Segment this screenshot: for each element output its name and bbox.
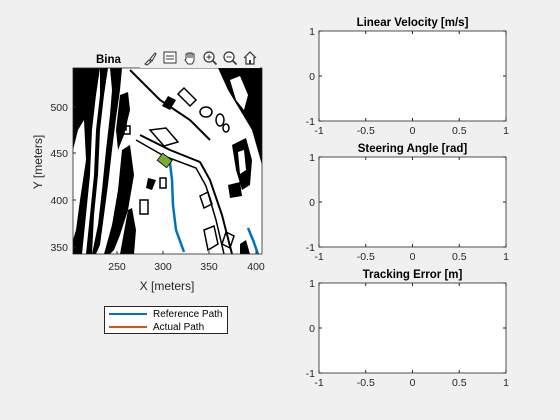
map-ytick-label: 450 xyxy=(50,148,68,160)
legend-swatch-reference xyxy=(109,312,147,316)
x-tick-label: -1 xyxy=(314,251,323,263)
datatip-icon xyxy=(163,51,177,64)
y-tick-label: 0 xyxy=(309,71,315,83)
legend-label: Reference Path xyxy=(153,308,223,320)
tracking-error-axes[interactable]: Tracking Error [m] -1 -0.5 0 0.5 1 1 0 -1 xyxy=(306,269,509,389)
pan-button[interactable] xyxy=(180,48,200,68)
map-ytick-label: 500 xyxy=(50,102,68,114)
legend-label: Actual Path xyxy=(153,321,205,333)
tracking-error-plot-area xyxy=(318,282,507,374)
y-tick-label: 1 xyxy=(309,152,315,164)
zoom-out-icon xyxy=(223,51,238,66)
linear-velocity-title: Linear Velocity [m/s] xyxy=(357,17,469,29)
y-tick-label: -1 xyxy=(306,242,315,254)
zoom-in-button[interactable] xyxy=(200,48,220,68)
reference-path-segment xyxy=(246,227,260,254)
map-y-ticks: 500 450 400 350 xyxy=(50,102,76,254)
occupancy-map xyxy=(73,68,262,254)
x-tick-label: 1 xyxy=(503,251,509,263)
map-ytick-label: 400 xyxy=(50,195,68,207)
map-xtick-label: 300 xyxy=(154,261,172,273)
map-title: Bina xyxy=(96,54,122,66)
y-tick-label: -1 xyxy=(306,368,315,380)
pan-icon xyxy=(184,52,195,65)
right-plots: Linear Velocity [m/s]-1 -0.5 0 0.5 110-1Stee… xyxy=(306,17,509,389)
zoom-out-button[interactable] xyxy=(220,48,240,68)
map-xtick-label: 400 xyxy=(247,261,265,273)
map-xtick-label: 350 xyxy=(200,261,218,273)
y-tick-label: -1 xyxy=(306,116,315,128)
x-tick-label: 0 xyxy=(410,125,416,137)
linear-velocity-axes[interactable]: Linear Velocity [m/s] -1 -0.5 0 0.5 1 1 0 -1 xyxy=(306,17,509,137)
x-tick-label: 0.5 xyxy=(452,125,467,137)
legend-item-reference-path: Reference Path xyxy=(109,308,223,320)
x-tick-label: 0.5 xyxy=(452,251,467,263)
axes-toolbar xyxy=(140,48,260,68)
x-tick-label: -1 xyxy=(314,377,323,389)
brush-icon xyxy=(144,52,157,66)
legend-swatch-actual xyxy=(109,325,147,329)
x-tick-label: 0 xyxy=(410,251,416,263)
x-tick-label: 1 xyxy=(503,377,509,389)
vehicle-marker xyxy=(156,152,173,169)
x-tick-label: 0 xyxy=(410,377,416,389)
steering-angle-title: Steering Angle [rad] xyxy=(358,143,468,155)
x-tick-label: 0.5 xyxy=(452,377,467,389)
x-tick-label: 1 xyxy=(503,125,509,137)
legend-item-actual-path: Actual Path xyxy=(109,321,204,333)
steering-angle-axes[interactable]: Steering Angle [rad] -1 -0.5 0 0.5 1 1 0 -1 xyxy=(306,143,509,263)
x-tick-label: -0.5 xyxy=(357,125,375,137)
zoom-in-icon xyxy=(203,51,218,66)
map-axes[interactable]: Bina xyxy=(31,54,265,293)
map-xlabel: X [meters] xyxy=(140,279,195,293)
reference-path-line xyxy=(168,162,186,253)
x-tick-label: -1 xyxy=(314,125,323,137)
y-tick-label: 1 xyxy=(309,278,315,290)
home-icon xyxy=(243,51,257,65)
home-button[interactable] xyxy=(240,48,260,68)
map-x-ticks: 250 300 350 400 xyxy=(108,251,265,273)
tracking-error-title: Tracking Error [m] xyxy=(363,269,463,281)
legend[interactable]: Reference Path Actual Path xyxy=(104,306,228,334)
linear-velocity-plot-area xyxy=(318,30,507,122)
steering-angle-plot-area xyxy=(318,156,507,248)
brush-button[interactable] xyxy=(140,48,160,68)
map-ytick-label: 350 xyxy=(50,242,68,254)
map-xtick-label: 250 xyxy=(108,261,126,273)
x-tick-label: -0.5 xyxy=(357,377,375,389)
x-tick-label: -0.5 xyxy=(357,251,375,263)
y-tick-label: 0 xyxy=(309,197,315,209)
datatip-button[interactable] xyxy=(160,48,180,68)
map-ylabel: Y [meters] xyxy=(31,135,45,189)
y-tick-label: 0 xyxy=(309,323,315,335)
map-axes-box xyxy=(72,67,263,255)
y-tick-label: 1 xyxy=(309,26,315,38)
